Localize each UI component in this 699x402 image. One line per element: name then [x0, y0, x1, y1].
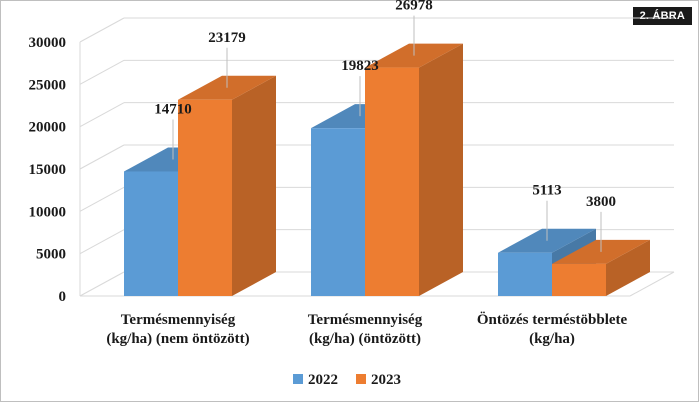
- gridline-diag-5: [79, 59, 125, 85]
- bar-front: [311, 128, 365, 296]
- bar-front: [365, 67, 419, 296]
- legend: 2022 2023: [293, 372, 401, 388]
- bar-2023-3: [552, 239, 650, 296]
- bar-front: [552, 263, 606, 296]
- bar-front: [124, 171, 178, 296]
- legend-swatch: [293, 374, 303, 384]
- data-labels: 14710 23179 19823 26978 5113 3800: [154, 0, 616, 252]
- gridline-diag-1: [79, 229, 125, 255]
- gridline-diag-6: [79, 17, 125, 43]
- bar-side: [232, 75, 276, 297]
- category-label: Öntözés terméstöbblete: [477, 311, 628, 328]
- category-label: Termésmennyiség: [121, 312, 236, 328]
- category-label: (kg/ha): [529, 331, 575, 347]
- gridline-diag-3: [79, 144, 125, 170]
- bar-side: [606, 239, 650, 296]
- bar-front: [498, 252, 552, 296]
- figure-badge: 2. ÁBRA: [632, 7, 692, 25]
- y-tick-label: 25000: [29, 77, 67, 93]
- data-label: 23179: [208, 30, 246, 46]
- data-label: 5113: [532, 183, 561, 199]
- y-tick-label: 0: [59, 289, 67, 305]
- y-tick-label: 10000: [29, 204, 67, 220]
- y-tick-label: 20000: [29, 120, 67, 136]
- gridline-diag-0: [79, 271, 125, 297]
- bar-2023-2: [365, 43, 463, 296]
- data-label: 3800: [586, 194, 616, 210]
- legend-label: 2023: [371, 372, 401, 388]
- legend-item-2022: 2022: [293, 372, 338, 388]
- category-label: Termésmennyiség: [308, 312, 423, 328]
- y-tick-label: 5000: [36, 247, 66, 263]
- data-label: 26978: [395, 0, 433, 14]
- category-labels: Termésmennyiség (kg/ha) (nem öntözött) Ter…: [106, 311, 627, 347]
- bar-2023-1: [178, 75, 276, 297]
- gridline-diag-4: [79, 102, 125, 128]
- category-label: (kg/ha) (nem öntözött): [106, 331, 249, 347]
- legend-item-2023: 2023: [356, 372, 401, 388]
- category-label: (kg/ha) (öntözött): [309, 331, 421, 347]
- y-axis-ticks: 0 5000 10000 15000 20000 25000 30000: [29, 35, 67, 305]
- floor-depth-line: [629, 271, 675, 297]
- legend-label: 2022: [308, 372, 338, 388]
- bar-side: [419, 43, 463, 296]
- bar-front: [178, 99, 232, 297]
- data-label: 14710: [154, 101, 192, 117]
- bars: [124, 43, 650, 297]
- y-tick-label: 30000: [29, 35, 67, 51]
- gridline-diag-2: [79, 186, 125, 212]
- y-tick-label: 15000: [29, 162, 67, 178]
- legend-swatch: [356, 374, 366, 384]
- data-label: 19823: [341, 58, 379, 74]
